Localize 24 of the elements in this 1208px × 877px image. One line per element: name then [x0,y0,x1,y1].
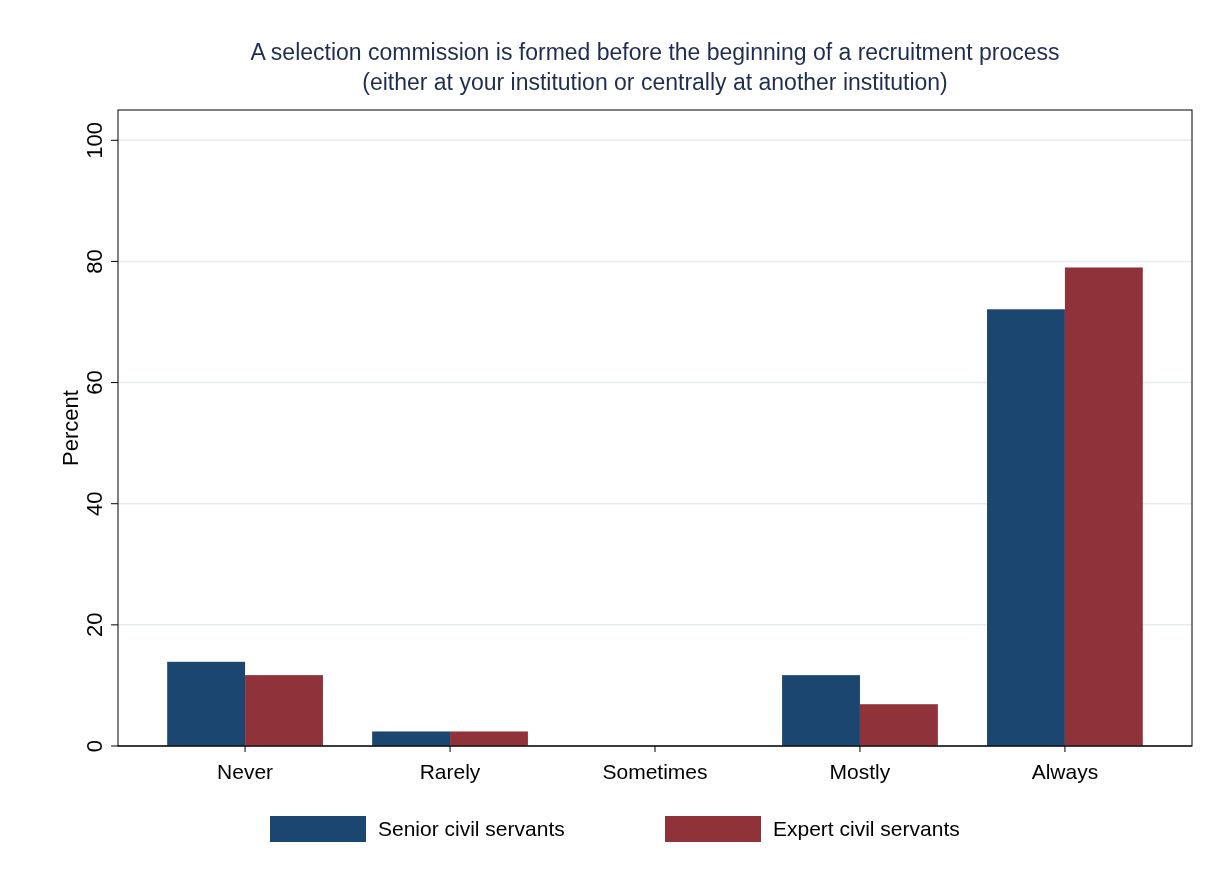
bar [167,661,246,746]
bar [245,675,323,746]
x-tick-label: Always [1031,760,1099,783]
bar [1064,267,1143,746]
bar [859,704,938,746]
legend-label: Expert civil servants [773,817,960,840]
bar [450,731,528,746]
x-tick-label: Rarely [419,760,481,783]
y-tick-label: 40 [82,491,107,516]
x-tick-label: Mostly [829,760,891,783]
y-axis-title: Percent [58,390,83,466]
bar [372,731,451,746]
bar [782,675,860,746]
y-tick-label: 0 [82,739,107,753]
bar [987,309,1065,746]
chart-title: A selection commission is formed before the beginning of a recruitment process [250,39,1060,65]
y-tick-label: 100 [82,121,107,159]
chart-subtitle: (either at your institution or centrally at another institution) [362,69,948,95]
y-tick-label: 20 [82,612,107,638]
x-tick-label: Sometimes [602,760,708,783]
x-tick-label: Never [217,760,274,783]
legend-label: Senior civil servants [378,817,565,840]
y-tick-label: 80 [82,249,107,274]
y-tick-label: 60 [82,370,107,395]
